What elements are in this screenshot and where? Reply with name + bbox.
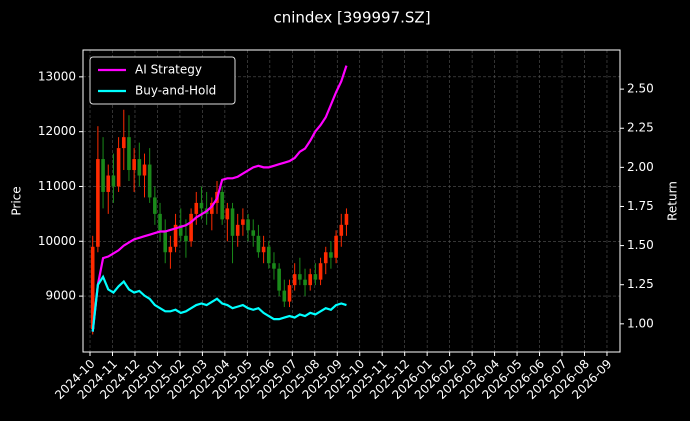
y2-axis-label: Return bbox=[666, 181, 680, 221]
candle-body bbox=[344, 213, 349, 225]
y2-tick-label: 1.25 bbox=[627, 277, 654, 291]
candle-body bbox=[158, 213, 162, 231]
candle-body bbox=[163, 230, 168, 253]
candle-body bbox=[220, 191, 224, 220]
candle-body bbox=[329, 252, 333, 258]
candle-body bbox=[334, 235, 338, 258]
candle-body bbox=[230, 208, 235, 236]
candle-body bbox=[272, 263, 276, 269]
candle-body bbox=[142, 164, 147, 176]
candle-body bbox=[241, 219, 245, 225]
legend: AI Strategy Buy-and-Hold bbox=[89, 56, 236, 105]
candle-body bbox=[287, 285, 292, 302]
candle-body bbox=[106, 175, 111, 192]
candle-body bbox=[173, 224, 178, 247]
y-axis-label: Price bbox=[10, 186, 24, 215]
candle-body bbox=[298, 274, 302, 280]
y-tick-label: 12000 bbox=[38, 124, 76, 138]
candle-body bbox=[292, 274, 297, 286]
y-tick-label: 13000 bbox=[38, 69, 76, 83]
candle-body bbox=[277, 268, 281, 291]
y-tick-label: 9000 bbox=[45, 289, 76, 303]
candle-body bbox=[256, 235, 261, 253]
return-line bbox=[91, 274, 347, 332]
candle-body bbox=[147, 164, 152, 198]
candle-body bbox=[121, 137, 126, 149]
legend-label: Buy-and-Hold bbox=[135, 84, 216, 98]
candle-body bbox=[303, 279, 307, 286]
candle-body bbox=[178, 224, 183, 236]
legend-label: AI Strategy bbox=[135, 63, 202, 77]
candle-body bbox=[225, 208, 230, 220]
y2-tick-label: 2.25 bbox=[627, 121, 654, 135]
candle-body bbox=[132, 159, 136, 171]
candle-body bbox=[235, 224, 240, 236]
candle-body bbox=[127, 137, 131, 171]
candle-body bbox=[153, 197, 157, 214]
candle-body bbox=[266, 246, 271, 264]
candle-body bbox=[90, 246, 95, 329]
y-tick-label: 11000 bbox=[38, 179, 76, 193]
candle-body bbox=[111, 175, 116, 187]
return-line bbox=[91, 65, 348, 332]
y2-tick-label: 2.50 bbox=[627, 82, 654, 96]
candle-body bbox=[168, 246, 173, 253]
candle-body bbox=[246, 219, 250, 231]
candle-body bbox=[339, 224, 344, 236]
y-tick-label: 10000 bbox=[38, 234, 76, 248]
candle-body bbox=[318, 263, 323, 280]
candle-body bbox=[323, 252, 328, 264]
candle-body bbox=[189, 213, 193, 242]
candle-body bbox=[137, 159, 142, 176]
candle-body bbox=[101, 159, 105, 192]
y2-tick-label: 1.00 bbox=[627, 316, 654, 330]
legend-box bbox=[89, 56, 236, 105]
candle-body bbox=[199, 202, 204, 209]
candle-body bbox=[251, 230, 256, 236]
y2-tick-label: 2.00 bbox=[627, 160, 654, 174]
candle-body bbox=[184, 235, 188, 242]
candle-body bbox=[313, 274, 318, 280]
candle-body bbox=[210, 202, 214, 214]
y2-tick-label: 1.50 bbox=[627, 238, 654, 252]
candle-body bbox=[194, 202, 199, 214]
candle-body bbox=[116, 148, 121, 187]
candle-body bbox=[282, 290, 287, 302]
candle-body bbox=[261, 246, 266, 253]
candle-body bbox=[308, 274, 313, 286]
chart-title: cnindex [399997.SZ] bbox=[273, 9, 430, 27]
y2-tick-label: 1.75 bbox=[627, 199, 654, 213]
plot-frame bbox=[82, 49, 621, 353]
candle-body bbox=[96, 159, 100, 247]
